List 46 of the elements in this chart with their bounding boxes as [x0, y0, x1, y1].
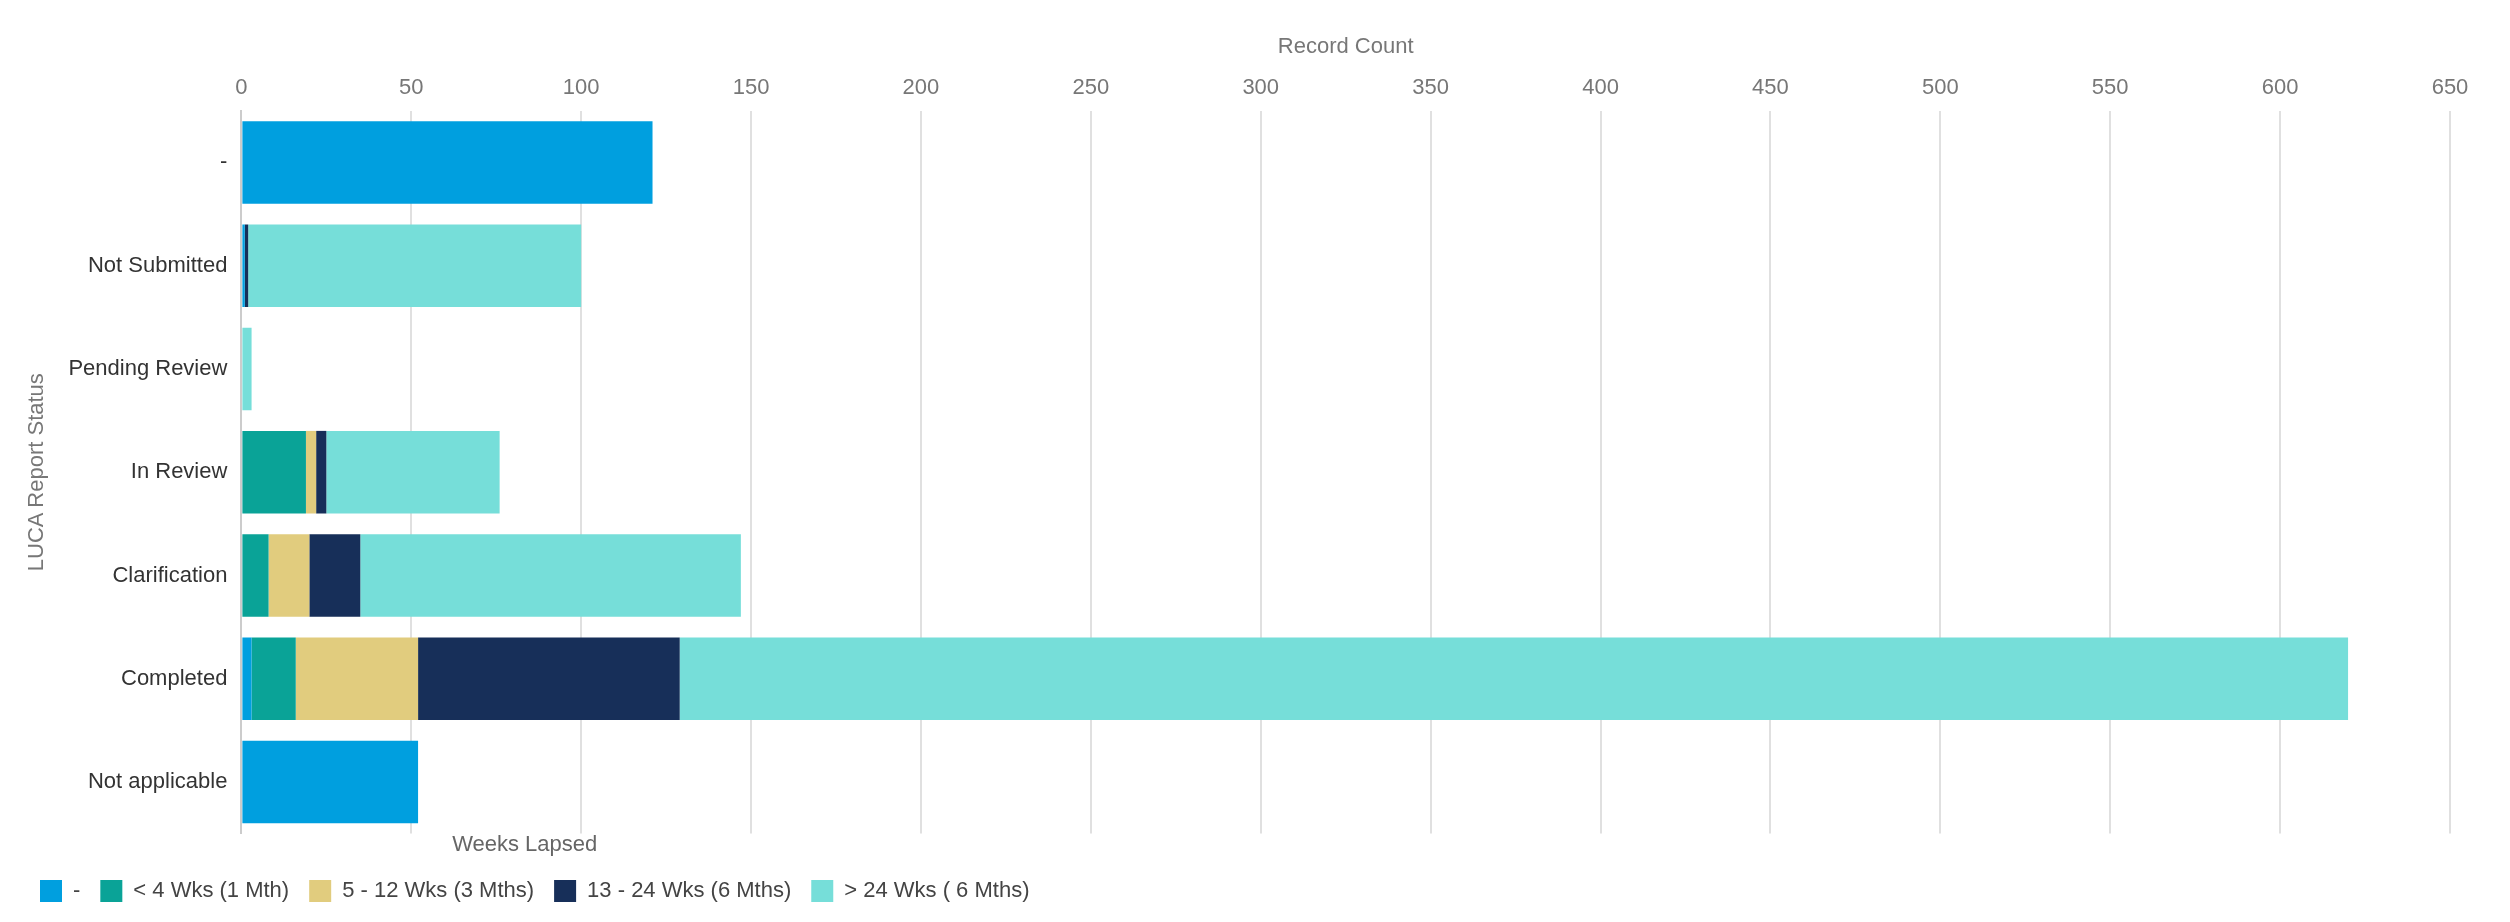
bar — [242, 534, 269, 617]
y-tick-label: Completed — [120, 664, 228, 690]
x-tick-label: 50 — [399, 73, 424, 99]
x-tick-label: 250 — [1072, 73, 1110, 99]
y-tick-label: In Review — [130, 458, 228, 484]
x-axis-title: Record Count — [1277, 33, 1414, 59]
bar — [316, 430, 327, 514]
x-tick-label: 400 — [1582, 73, 1619, 99]
x-tick-label: 300 — [1242, 73, 1280, 99]
bar — [305, 430, 317, 514]
x-tick-label: 500 — [1921, 73, 1959, 99]
y-tick-label: Not Submitted — [87, 251, 228, 277]
x-tick-label: 450 — [1752, 73, 1789, 99]
legend-title: Weeks Lapsed — [452, 830, 598, 856]
bar — [418, 637, 680, 721]
bar — [242, 224, 245, 307]
bar — [268, 534, 310, 617]
bar — [326, 430, 500, 514]
bar — [242, 327, 252, 411]
x-tick-label: 200 — [902, 73, 940, 99]
legend-label: < 4 Wks (1 Mth) — [133, 877, 290, 903]
y-tick-label: Not applicable — [87, 768, 228, 794]
bar — [242, 740, 419, 824]
x-tick-label: 0 — [235, 73, 248, 99]
bar — [242, 637, 252, 721]
y-axis-title: LUCA Report Status — [23, 373, 49, 572]
legend-label: 13 - 24 Wks (6 Mths) — [587, 877, 792, 903]
bar — [679, 637, 2349, 721]
bar — [309, 534, 361, 617]
x-tick-label: 550 — [2091, 73, 2129, 99]
y-tick-label: - — [220, 148, 228, 174]
bar — [251, 637, 296, 721]
x-tick-label: 100 — [562, 73, 600, 99]
bar — [248, 224, 582, 307]
bar — [295, 637, 419, 721]
x-tick-label: 350 — [1412, 73, 1449, 99]
y-tick-label: Pending Review — [68, 355, 228, 381]
bar — [360, 534, 741, 617]
legend-label: 5 - 12 Wks (3 Mths) — [342, 877, 535, 903]
x-tick-label: 600 — [2261, 73, 2299, 99]
bar — [242, 121, 653, 204]
x-tick-label: 650 — [2431, 73, 2469, 99]
bar — [242, 430, 306, 514]
y-tick-label: Clarification — [112, 561, 228, 587]
x-tick-label: 150 — [732, 73, 770, 99]
legend-label: > 24 Wks ( 6 Mths) — [844, 877, 1030, 903]
